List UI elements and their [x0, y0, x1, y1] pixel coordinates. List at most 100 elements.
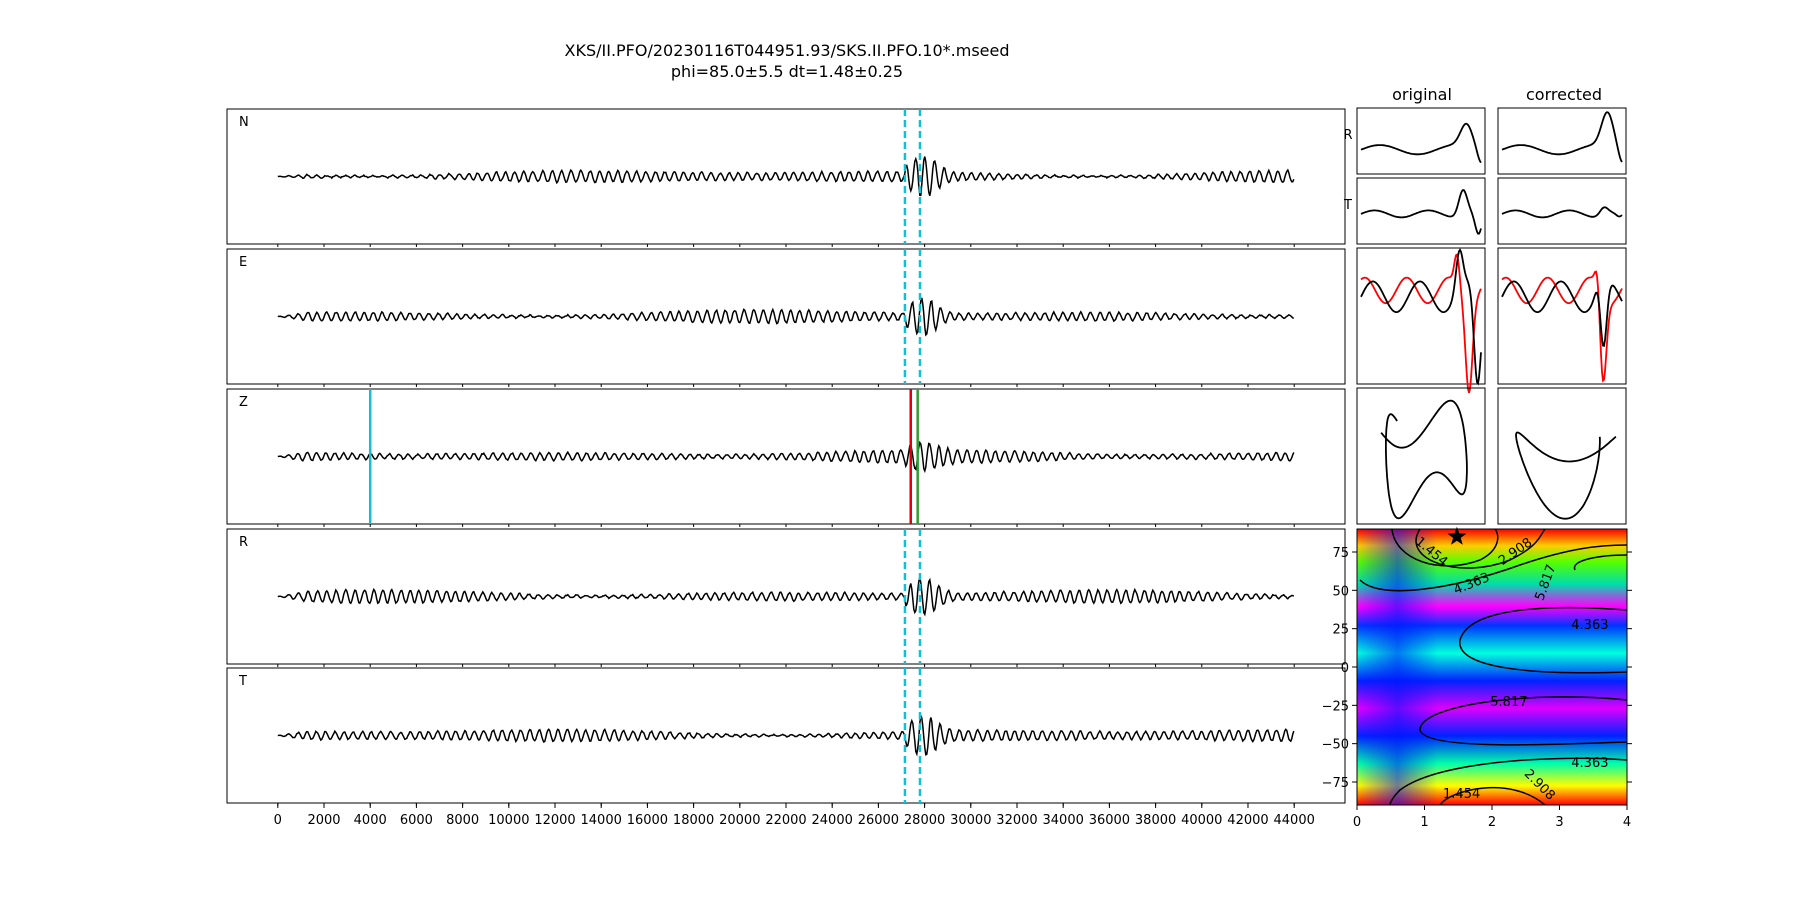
- surface-x-tick-label: 3: [1555, 815, 1563, 830]
- column-title-original: original: [1392, 85, 1452, 104]
- trace-red: [1360, 253, 1482, 394]
- small-panel: [1497, 107, 1627, 175]
- x-tick-label: 0: [274, 813, 282, 828]
- waveform-trace: [277, 713, 1295, 757]
- trace-black: [1360, 248, 1482, 386]
- surface-x-tick-label: 1: [1420, 815, 1428, 830]
- x-tick-label: 4000: [354, 813, 387, 828]
- row-label-r: R: [1343, 128, 1352, 143]
- best-fit-star: [1447, 526, 1467, 545]
- particle-motion: [1380, 399, 1468, 520]
- contour-label: 4.363: [1571, 618, 1608, 633]
- small-panel-frame: [1497, 247, 1627, 385]
- waveform-trace: [277, 440, 1295, 474]
- surface-y-tick-label: 25: [1332, 623, 1349, 638]
- surface-y-tick-label: 75: [1332, 546, 1349, 561]
- particle-motion: [1515, 431, 1617, 520]
- contour-label: 4.363: [1571, 756, 1608, 771]
- surface-y-tick-label: −50: [1322, 738, 1349, 753]
- waveform-panel-e: E: [226, 248, 1346, 387]
- x-tick-label: 8000: [446, 813, 479, 828]
- panel-frame: [226, 388, 1346, 525]
- x-tick-label: 18000: [673, 813, 714, 828]
- panel-label: Z: [239, 395, 248, 410]
- trace-t: [1360, 188, 1482, 235]
- x-tick-label: 12000: [534, 813, 575, 828]
- small-panel: [1356, 247, 1486, 394]
- waveform-panel-z: Z: [226, 388, 1346, 527]
- trace-black: [1501, 280, 1623, 348]
- small-panel-frame: [1356, 247, 1486, 385]
- contour-line: [1359, 544, 1627, 592]
- surface-x-tick-label: 4: [1623, 815, 1631, 830]
- waveform-trace: [277, 156, 1295, 197]
- surface-y-tick-label: 0: [1341, 661, 1349, 676]
- panel-label: E: [239, 255, 247, 270]
- particle-motion-panels: original corrected R T: [1343, 85, 1627, 525]
- small-panel-frame: [1356, 177, 1486, 245]
- x-tick-label: 10000: [488, 813, 529, 828]
- figure-title: XKS/II.PFO/20230116T044951.93/SKS.II.PFO…: [565, 41, 1010, 60]
- waveform-trace: [277, 297, 1295, 337]
- x-tick-label: 6000: [400, 813, 433, 828]
- small-panel: [1356, 177, 1486, 245]
- x-tick-label: 42000: [1227, 813, 1268, 828]
- x-tick-label: 38000: [1135, 813, 1176, 828]
- surface-y-tick-label: −75: [1322, 776, 1349, 791]
- x-tick-label: 34000: [1043, 813, 1084, 828]
- contour-line: [1419, 696, 1627, 746]
- waveform-trace: [277, 577, 1295, 617]
- small-panel-frame: [1356, 387, 1486, 525]
- trace-t: [1501, 206, 1623, 219]
- surface-x-tick-label: 2: [1488, 815, 1496, 830]
- row-label-t: T: [1343, 198, 1352, 213]
- x-tick-label: 36000: [1089, 813, 1130, 828]
- x-tick-label: 32000: [996, 813, 1037, 828]
- x-tick-label: 22000: [765, 813, 806, 828]
- contour-line: [1391, 529, 1499, 567]
- contour-label: 1.454: [1443, 787, 1480, 802]
- x-tick-label: 26000: [858, 813, 899, 828]
- x-tick-label: 28000: [904, 813, 945, 828]
- waveform-panel-r: R: [226, 528, 1346, 667]
- small-panel: [1356, 107, 1486, 175]
- contour-line: [1573, 554, 1627, 571]
- waveform-panels: N E Z R T: [226, 108, 1346, 806]
- contour-line: [1439, 786, 1546, 805]
- small-panel-frame: [1497, 387, 1627, 525]
- x-tick-label: 14000: [581, 813, 622, 828]
- contour-line: [1459, 606, 1627, 674]
- small-panel: [1356, 387, 1486, 525]
- waveform-panel-n: N: [226, 108, 1346, 247]
- x-tick-label: 44000: [1274, 813, 1315, 828]
- waveform-x-axis: 0 2000 4000 6000 8000 10000 12000 14000 16000 180…: [274, 803, 1315, 828]
- small-panel: [1497, 247, 1627, 385]
- x-tick-label: 2000: [307, 813, 340, 828]
- waveform-panel-t: T: [226, 667, 1346, 806]
- surface-y-tick-label: 50: [1332, 584, 1349, 599]
- panel-label: R: [239, 535, 248, 550]
- x-tick-label: 30000: [950, 813, 991, 828]
- column-title-corrected: corrected: [1526, 85, 1602, 104]
- x-tick-label: 16000: [627, 813, 668, 828]
- trace-r: [1501, 111, 1623, 163]
- panel-label: N: [239, 115, 249, 130]
- surface-x-tick-label: 0: [1353, 815, 1361, 830]
- contour-line: [1389, 757, 1627, 805]
- contour-label: 5.817: [1490, 695, 1527, 710]
- small-panel: [1497, 177, 1627, 245]
- figure-subtitle: phi=85.0±5.5 dt=1.48±0.25: [671, 62, 903, 81]
- small-panel-frame: [1497, 177, 1627, 245]
- trace-r: [1360, 122, 1482, 164]
- contour-line: [1415, 529, 1546, 569]
- surface-y-tick-label: −25: [1322, 699, 1349, 714]
- panel-label: T: [238, 674, 247, 689]
- trace-red: [1501, 270, 1623, 383]
- small-panel-frame: [1497, 107, 1627, 175]
- x-tick-label: 40000: [1181, 813, 1222, 828]
- x-tick-label: 20000: [719, 813, 760, 828]
- x-tick-label: 24000: [812, 813, 853, 828]
